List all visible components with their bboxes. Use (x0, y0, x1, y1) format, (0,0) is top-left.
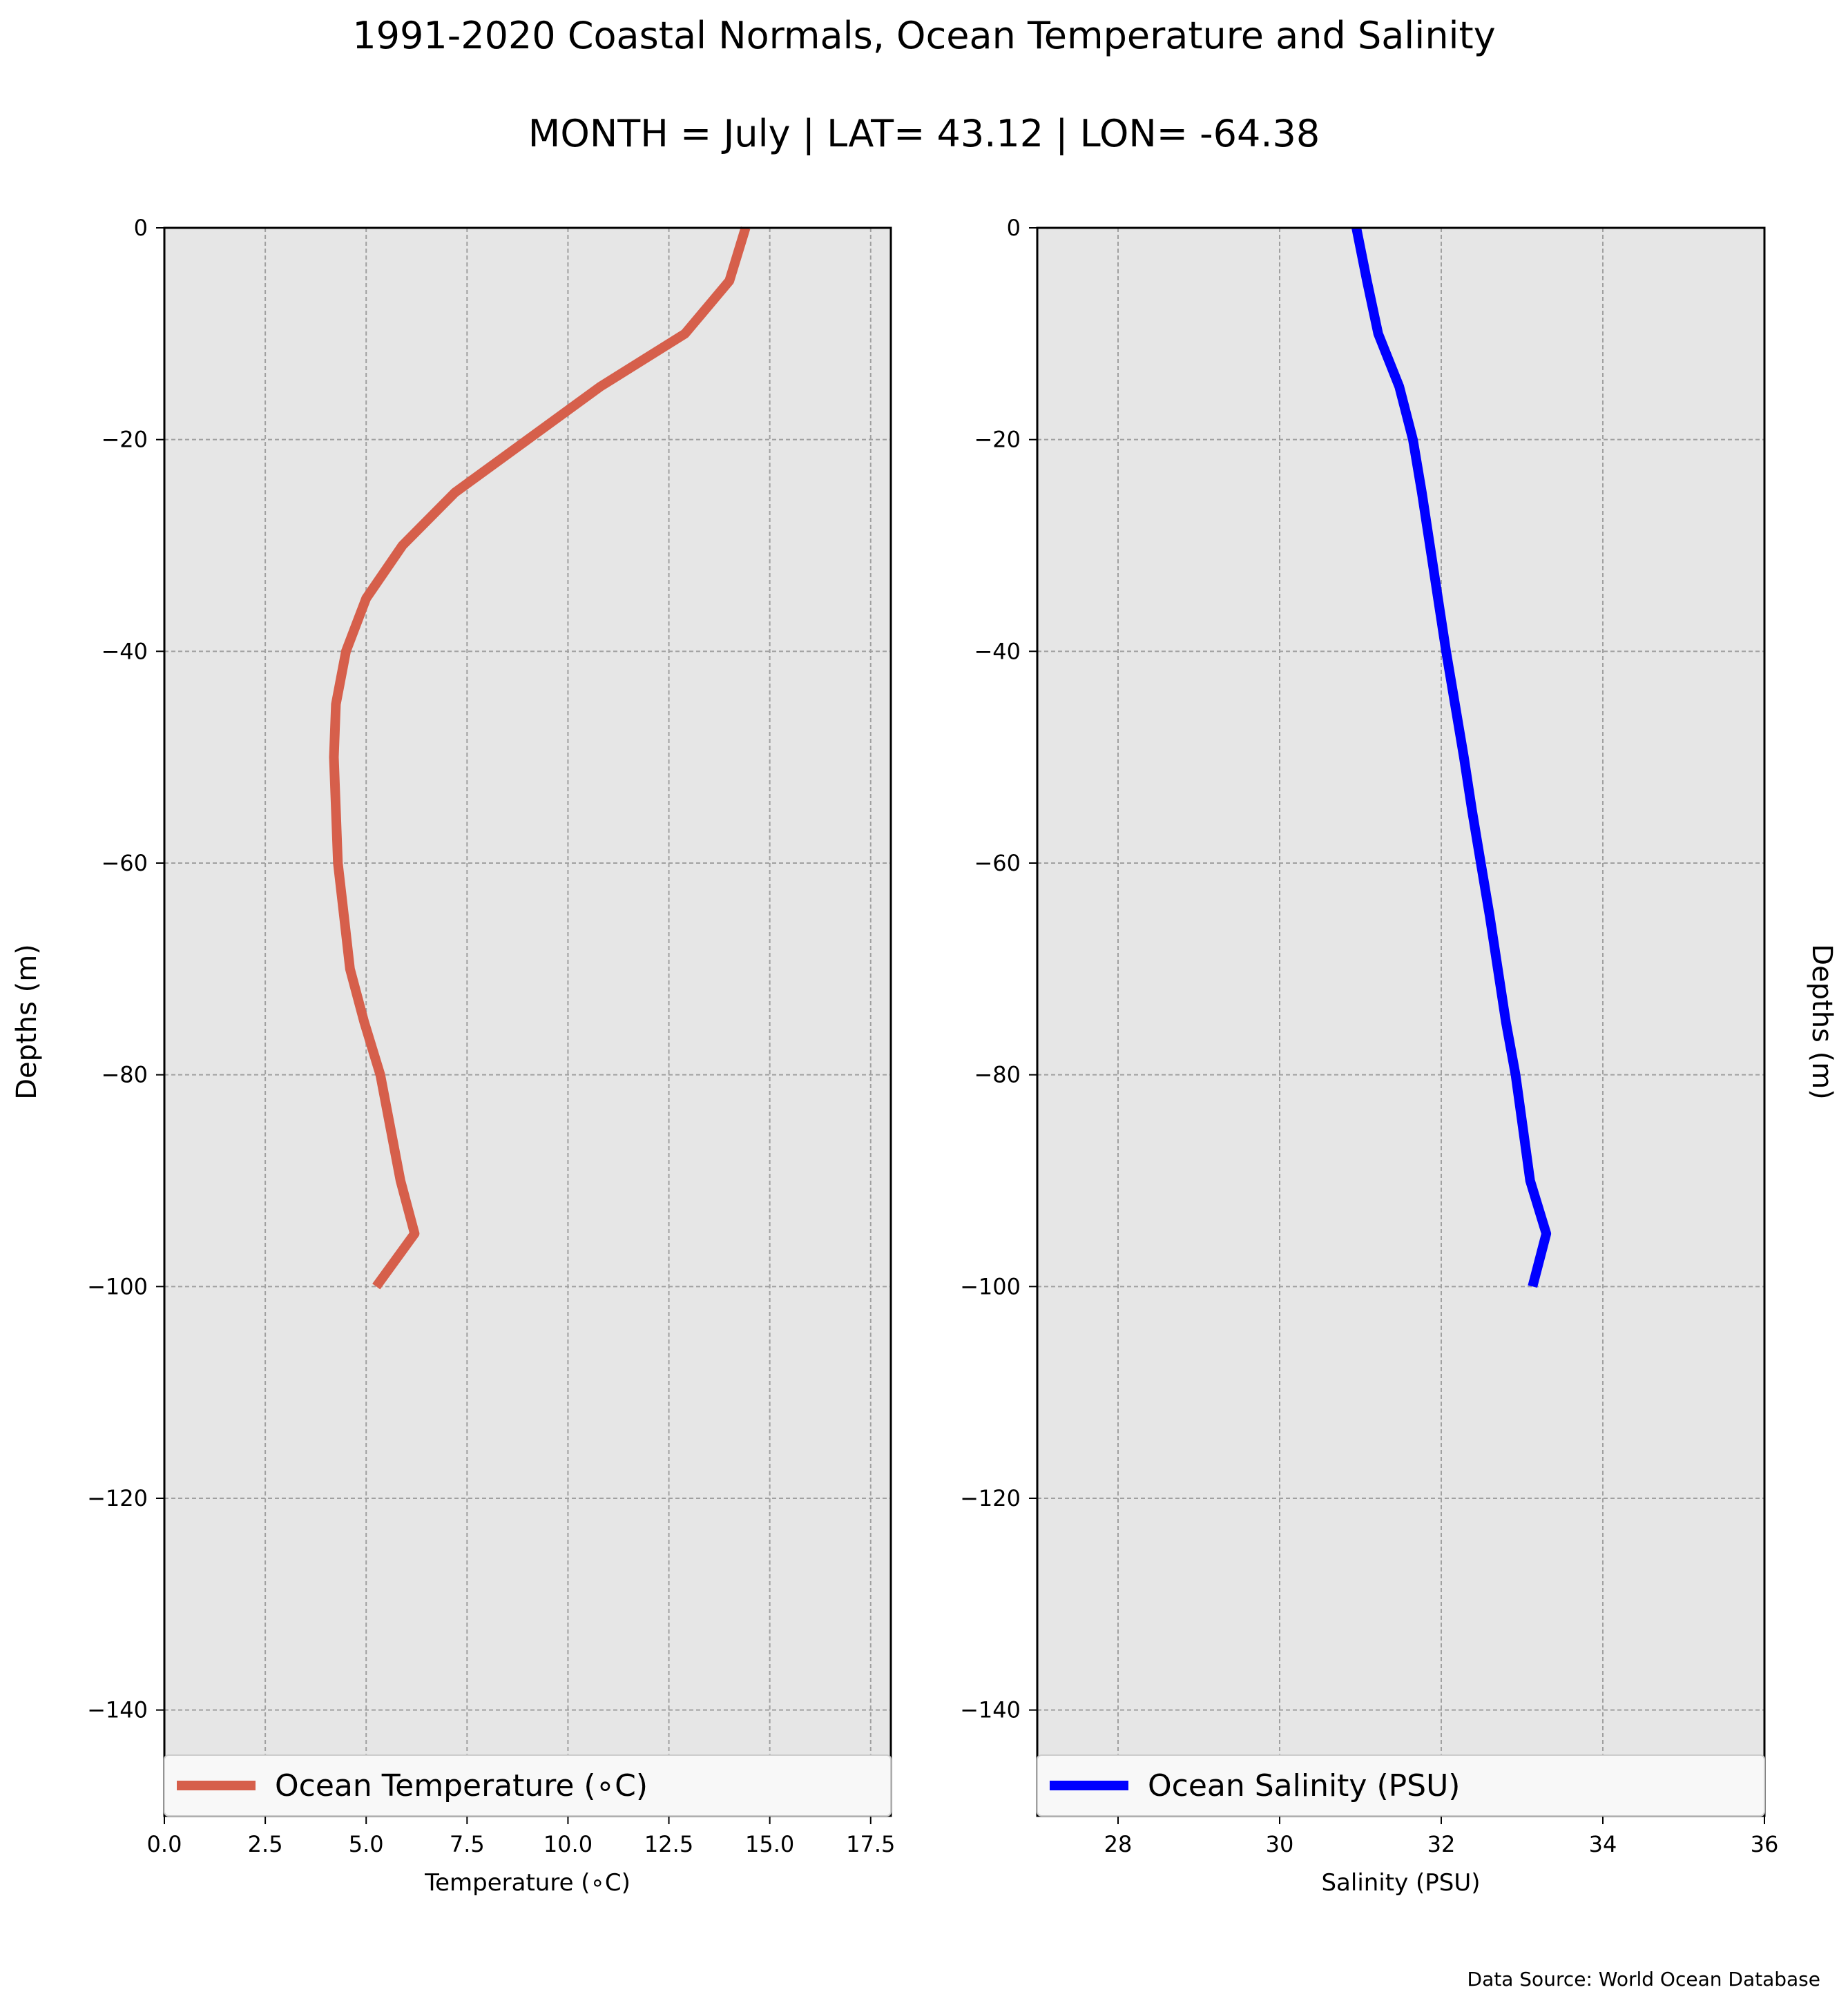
salinity-panel: 28 30 32 34 36 0 −20 −40 −60 −80 −100 −120 −140 Salin… (960, 215, 1838, 1897)
y-tick-label: 0 (134, 215, 148, 241)
temperature-panel: 0.0 2.5 5.0 7.5 10.0 12.5 15.0 17.5 0 −20 −40 −60 −8… (11, 215, 895, 1897)
data-source-note: Data Source: World Ocean Database (1467, 1968, 1820, 1991)
series-line-0 (1351, 226, 1552, 1288)
x-tick-label: 10.0 (543, 1831, 593, 1857)
y-tick-label: −40 (101, 638, 148, 664)
x-tick-label: 5.0 (349, 1831, 384, 1857)
y-tick-label: −20 (101, 427, 148, 453)
legend: Ocean Temperature (∘C) (164, 1754, 892, 1817)
y-tick-label: −120 (960, 1485, 1021, 1511)
y-tick-label: 0 (1007, 215, 1021, 241)
x-tick-label: 0.0 (147, 1831, 182, 1857)
x-tick-label: 2.5 (248, 1831, 283, 1857)
x-tick-label: 12.5 (644, 1831, 693, 1857)
y-tick-label: −40 (974, 638, 1021, 664)
x-axis-label: Temperature (∘C) (424, 1869, 631, 1897)
y-tick-label: −20 (974, 427, 1021, 453)
x-tick-label: 34 (1589, 1831, 1617, 1857)
y-tick-label: −120 (87, 1485, 148, 1511)
x-tick-label: 36 (1751, 1831, 1779, 1857)
y-tick-label: −60 (101, 850, 148, 876)
y-tick-label: −140 (87, 1697, 148, 1723)
x-tick-label: 28 (1104, 1831, 1133, 1857)
x-tick-label: 30 (1266, 1831, 1294, 1857)
legend-box (164, 1754, 892, 1817)
series-line-0 (329, 226, 751, 1290)
x-tick-label: 7.5 (450, 1831, 485, 1857)
y-tick-label: −80 (974, 1062, 1021, 1088)
y-tick-label: −60 (974, 850, 1021, 876)
y-tick-label: −100 (960, 1273, 1021, 1299)
chart-subtitle: MONTH = July | LAT= 43.12 | LON= -64.38 (528, 112, 1320, 155)
y-axis-label: Depths (m) (1806, 944, 1838, 1100)
y-tick-label: −80 (101, 1062, 148, 1088)
y-axis-label: Depths (m) (11, 944, 43, 1100)
legend-label: Ocean Temperature (∘C) (275, 1768, 648, 1803)
y-tick-label: −140 (960, 1697, 1021, 1723)
y-tick-label: −100 (87, 1273, 148, 1299)
legend-label: Ocean Salinity (PSU) (1148, 1768, 1460, 1803)
legend-box (1037, 1754, 1765, 1817)
legend: Ocean Salinity (PSU) (1037, 1754, 1765, 1817)
plot-area (164, 228, 891, 1816)
x-tick-label: 17.5 (846, 1831, 895, 1857)
x-tick-label: 32 (1427, 1831, 1456, 1857)
plot-area (1037, 228, 1764, 1816)
x-tick-label: 15.0 (745, 1831, 794, 1857)
chart-title: 1991-2020 Coastal Normals, Ocean Tempera… (352, 14, 1495, 57)
x-axis-label: Salinity (PSU) (1321, 1869, 1480, 1897)
